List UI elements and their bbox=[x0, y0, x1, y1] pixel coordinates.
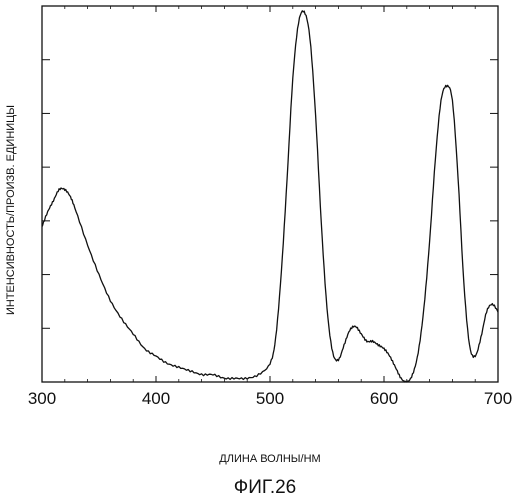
x-axis-ticks bbox=[42, 6, 498, 382]
x-tick-label: 600 bbox=[370, 389, 398, 408]
y-axis-label: ИНТЕНСИВНОСТЬ/ПРОИЗВ. ЕДИНИЦЫ bbox=[5, 105, 17, 315]
figure-label: ФИГ.26 bbox=[234, 477, 296, 498]
y-axis-ticks bbox=[42, 60, 498, 329]
series-line bbox=[42, 11, 498, 382]
plot-frame bbox=[42, 6, 498, 382]
x-tick-label: 500 bbox=[256, 389, 284, 408]
x-axis-label: ДЛИНА ВОЛНЫ/НМ bbox=[219, 453, 320, 465]
x-tick-label: 700 bbox=[484, 389, 512, 408]
x-tick-label: 300 bbox=[28, 389, 56, 408]
x-axis-tick-labels: 300 400 500 600 700 bbox=[28, 389, 512, 408]
x-tick-label: 400 bbox=[142, 389, 170, 408]
